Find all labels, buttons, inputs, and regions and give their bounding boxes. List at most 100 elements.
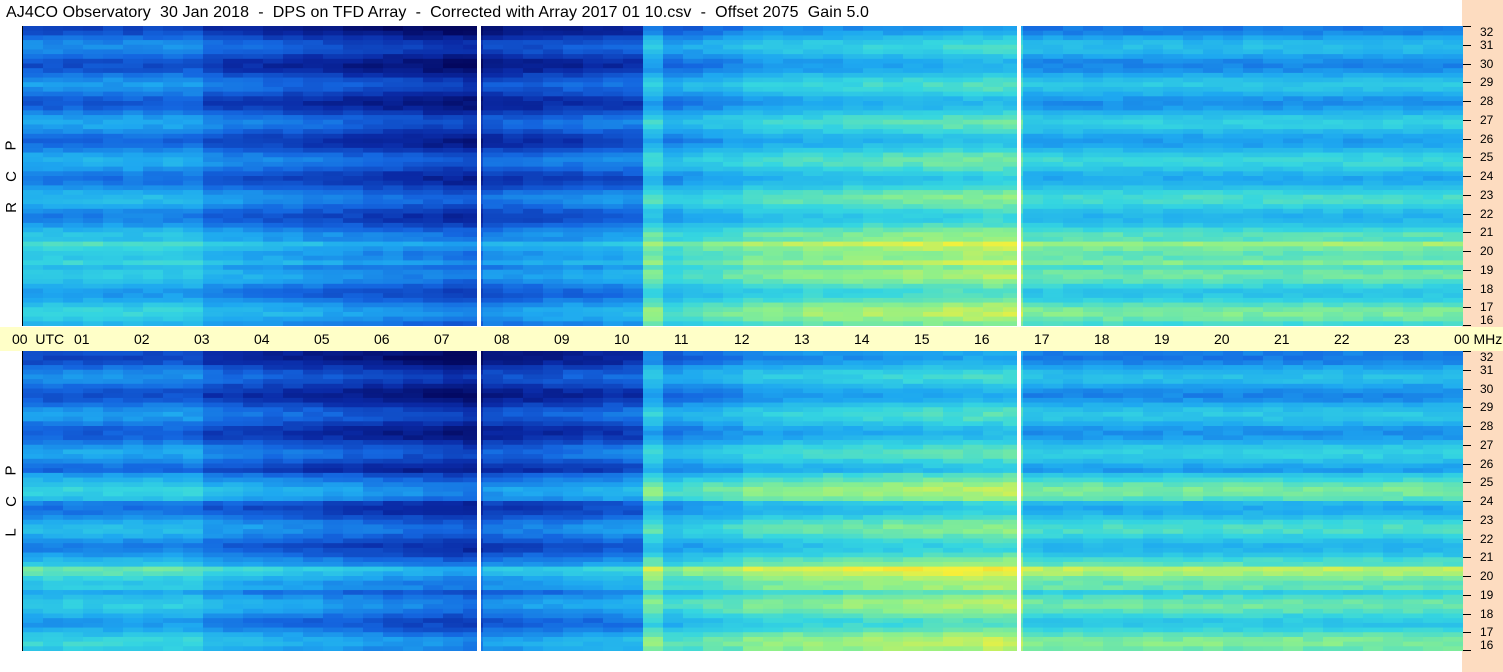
heatmap-cell [1323,63,1344,69]
heatmap-cell [1223,260,1244,266]
heatmap-cell [823,44,844,51]
heatmap-cell [843,166,864,172]
heatmap-cell [83,40,104,46]
heatmap-cell [343,161,364,168]
heatmap-cell [23,129,44,135]
heatmap-cell [1223,124,1244,130]
heatmap-cell [643,213,664,219]
heatmap-cell [583,283,604,290]
heatmap-cell [43,613,64,619]
heatmap-cell [563,110,584,116]
heatmap-cell [323,147,344,154]
heatmap-cell [1103,307,1124,313]
heatmap-cell [263,35,284,41]
heatmap-cell [1223,307,1244,313]
heatmap-cell [63,288,84,294]
heatmap-cell [923,101,944,107]
heatmap-cell [423,316,444,322]
heatmap-cell [583,58,604,65]
heatmap-cell [1103,58,1124,65]
heatmap-cell [123,110,144,116]
heatmap-cell [723,35,744,41]
heatmap-cell [983,26,1004,32]
heatmap-cell [303,190,324,196]
heatmap-cell [83,185,104,191]
heatmap-cell [1223,279,1244,285]
heatmap-cell [143,161,164,168]
heatmap-cell [823,255,844,261]
heatmap-cell [1443,91,1463,97]
heatmap-cell [343,77,364,83]
heatmap-cell [1103,255,1124,261]
heatmap-cell [823,105,844,111]
heatmap-cell [83,444,104,451]
heatmap-cell [103,383,124,390]
heatmap-cell [583,105,604,111]
heatmap-cell [1443,133,1463,140]
heatmap-cell [363,110,384,116]
heatmap-cell [1063,157,1084,163]
heatmap-cell [1423,293,1444,299]
heatmap-cell [243,96,264,102]
heatmap-cell [1303,279,1324,285]
heatmap-cell [1223,293,1244,299]
heatmap-cell [403,246,424,252]
heatmap-cell [303,293,324,299]
heatmap-cell [43,72,64,79]
heatmap-cell [183,190,204,196]
heatmap-cell [983,138,1004,144]
heatmap-cell [983,255,1004,261]
heatmap-cell [343,54,364,60]
heatmap-cell [103,547,124,554]
heatmap-cell [103,194,124,201]
heatmap-cell [963,222,984,229]
heatmap-cell [43,302,64,308]
heatmap-cell [1043,58,1064,65]
heatmap-cell [383,199,404,205]
heatmap-cell [183,105,204,111]
heatmap-cell [883,222,904,229]
heatmap-cell [803,157,824,163]
heatmap-cell [1383,208,1404,215]
heatmap-cell [1383,302,1404,308]
heatmap-cell [1063,166,1084,172]
heatmap-cell [1423,77,1444,83]
heatmap-cell [743,35,764,41]
heatmap-cell [1243,166,1264,172]
heatmap-cell [103,618,124,624]
heatmap-cell [43,571,64,577]
heatmap-cell [43,552,64,558]
heatmap-cell [883,133,904,140]
heatmap-cell [863,279,884,285]
heatmap-cell [303,269,324,276]
heatmap-cell [703,26,724,32]
heatmap-cell [1383,96,1404,102]
heatmap-cell [1143,40,1164,46]
heatmap-cell [83,435,104,441]
heatmap-cell [1043,251,1064,257]
heatmap-cell [503,293,524,299]
heatmap-cell [1383,133,1404,140]
heatmap-cell [1283,227,1304,233]
heatmap-cell [1083,58,1104,65]
heatmap-cell [1023,311,1044,318]
heatmap-cell [503,180,524,186]
heatmap-cell [963,68,984,74]
heatmap-cell [963,30,984,36]
heatmap-cell [1083,63,1104,69]
heatmap-cell [183,204,204,210]
heatmap-cell [123,383,144,390]
heatmap-cell [203,321,224,326]
heatmap-cell [463,297,484,304]
heatmap-cell [23,402,44,408]
heatmap-cell [23,232,44,238]
heatmap-cell [223,54,244,60]
heatmap-cell [563,246,584,252]
heatmap-cell [783,49,804,55]
heatmap-cell [823,241,844,247]
heatmap-cell [923,147,944,154]
heatmap-cell [563,279,584,285]
heatmap-cell [1363,157,1384,163]
heatmap-cell [1083,251,1104,257]
heatmap-cell [403,157,424,163]
